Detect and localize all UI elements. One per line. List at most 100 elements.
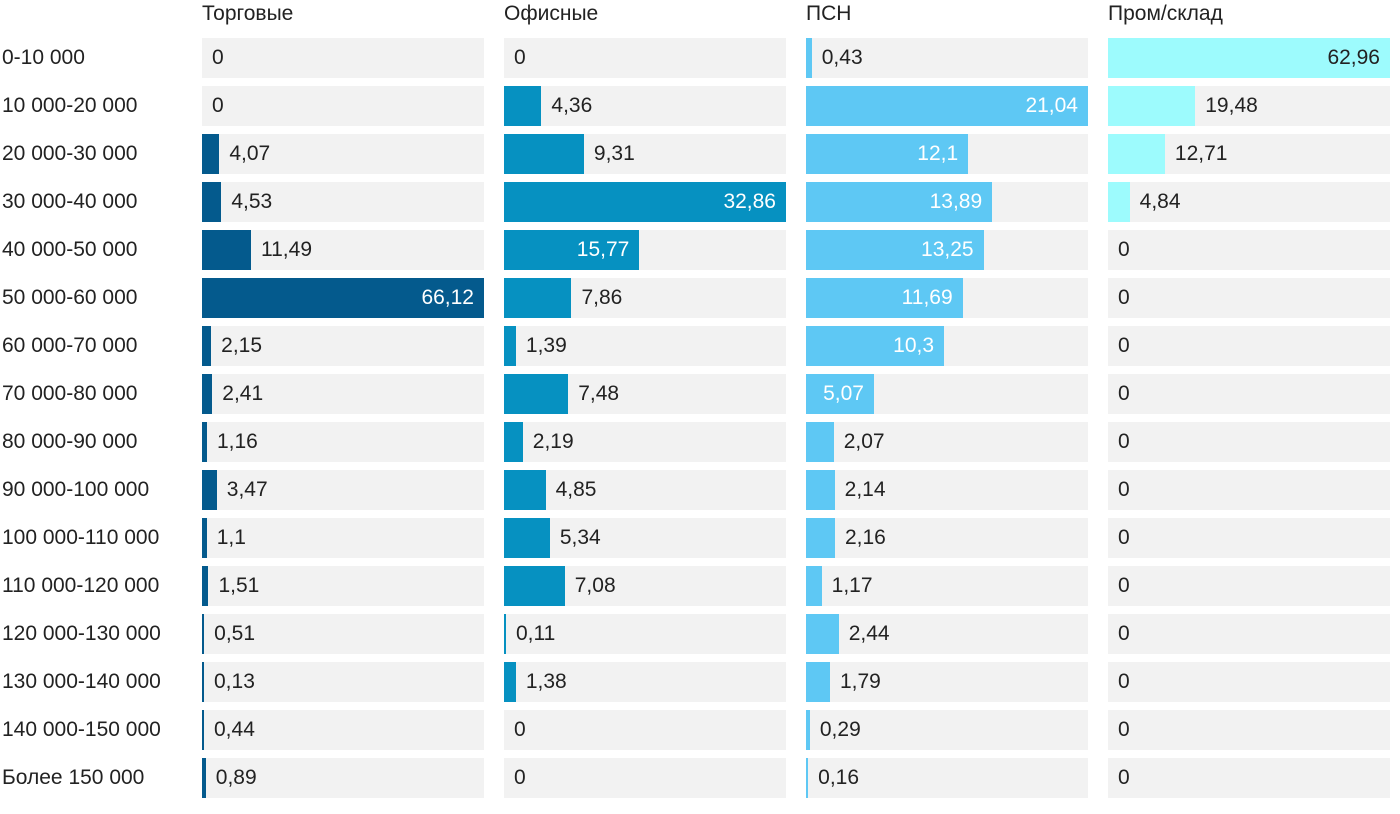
row-label: 90 000-100 000	[2, 478, 150, 501]
bar	[806, 566, 822, 606]
data-label: 0	[212, 94, 224, 117]
bar	[504, 422, 523, 462]
row-label: 140 000-150 000	[2, 718, 161, 741]
bar	[504, 374, 569, 414]
data-label: 0	[1118, 766, 1130, 789]
data-label: 21,04	[1025, 94, 1078, 117]
bar	[806, 518, 835, 558]
bar	[1108, 134, 1165, 174]
bar-track: 13,89	[806, 182, 1088, 222]
bar-track: 7,86	[504, 278, 786, 318]
data-label: 12,71	[1174, 142, 1228, 165]
bar-track: 2,16	[806, 518, 1088, 558]
data-label: 7,48	[578, 382, 620, 405]
data-label: 2,14	[844, 478, 886, 501]
bar	[504, 518, 550, 558]
data-label: 1,17	[831, 574, 873, 597]
bar-track: 0	[1108, 326, 1390, 366]
data-label: 1,38	[525, 670, 567, 693]
bar-track: 0	[1108, 422, 1390, 462]
bar	[504, 86, 542, 126]
row-label: 80 000-90 000	[2, 430, 138, 453]
data-label: 1,51	[218, 574, 260, 597]
bar-track: 7,48	[504, 374, 786, 414]
data-label: 10,3	[893, 334, 935, 357]
bar	[1108, 86, 1196, 126]
bar-track: 21,04	[806, 86, 1088, 126]
bar	[504, 182, 786, 222]
bar-track: 0,89	[202, 758, 484, 798]
data-label: 32,86	[723, 190, 776, 213]
bar-track: 0	[1108, 758, 1390, 798]
bar-track: 1,79	[806, 662, 1088, 702]
data-label: 13,89	[929, 190, 983, 213]
bar	[806, 230, 984, 270]
bar	[202, 518, 207, 558]
series-header: ПСН	[806, 2, 852, 25]
bar	[806, 758, 809, 798]
data-label: 0,43	[821, 46, 863, 69]
bar	[806, 614, 839, 654]
bar-track: 0	[504, 38, 786, 78]
data-label: 0	[1118, 718, 1130, 741]
bar	[504, 134, 584, 174]
data-label: 1,1	[216, 526, 246, 549]
bar-track: 2,44	[806, 614, 1088, 654]
bar-track: 1,16	[202, 422, 484, 462]
bar	[806, 278, 963, 318]
bar	[504, 566, 565, 606]
bar	[504, 230, 640, 270]
bar-track: 0	[1108, 230, 1390, 270]
row-label: Более 150 000	[2, 766, 145, 789]
bar	[504, 278, 572, 318]
data-label: 5,07	[823, 382, 864, 405]
row-label: 130 000-140 000	[2, 670, 161, 693]
data-label: 0,89	[215, 766, 257, 789]
bar	[806, 86, 1088, 126]
data-label: 66,12	[421, 286, 474, 309]
bar-track: 0,16	[806, 758, 1088, 798]
bar	[202, 710, 204, 750]
bar	[202, 662, 204, 702]
bar-track: 0	[1108, 662, 1390, 702]
bar-track: 0,51	[202, 614, 484, 654]
data-label: 62,96	[1327, 46, 1380, 69]
bar	[504, 614, 506, 654]
bar	[806, 422, 834, 462]
data-label: 9,31	[593, 142, 635, 165]
bar-track: 32,86	[504, 182, 786, 222]
data-label: 4,07	[229, 142, 271, 165]
bar-track: 66,12	[202, 278, 484, 318]
row-label: 30 000-40 000	[2, 190, 138, 213]
data-label: 1,16	[216, 430, 258, 453]
data-label: 0,13	[214, 670, 255, 693]
bar-track: 0	[1108, 614, 1390, 654]
bar-track: 2,14	[806, 470, 1088, 510]
data-label: 4,84	[1139, 190, 1181, 213]
bar	[202, 758, 206, 798]
bar-track: 7,08	[504, 566, 786, 606]
data-label: 4,36	[551, 94, 593, 117]
bar-track: 4,07	[202, 134, 484, 174]
bar-track: 12,1	[806, 134, 1088, 174]
bar-track: 0	[1108, 710, 1390, 750]
bar	[806, 470, 835, 510]
data-label: 7,08	[574, 574, 616, 597]
bar-track: 0,13	[202, 662, 484, 702]
data-label: 0,11	[516, 622, 556, 645]
bar-track: 0,44	[202, 710, 484, 750]
bar-track: 2,19	[504, 422, 786, 462]
data-label: 0	[514, 766, 526, 789]
bar	[1108, 182, 1130, 222]
bar	[806, 134, 969, 174]
bar-track: 4,36	[504, 86, 786, 126]
row-label: 110 000-120 000	[2, 574, 160, 597]
bar-track: 0	[1108, 470, 1390, 510]
series-header: Торговые	[202, 2, 294, 25]
data-label: 0,29	[819, 718, 861, 741]
bar	[504, 470, 546, 510]
bar-track: 0	[1108, 566, 1390, 606]
bar-track: 5,34	[504, 518, 786, 558]
bar	[806, 710, 810, 750]
